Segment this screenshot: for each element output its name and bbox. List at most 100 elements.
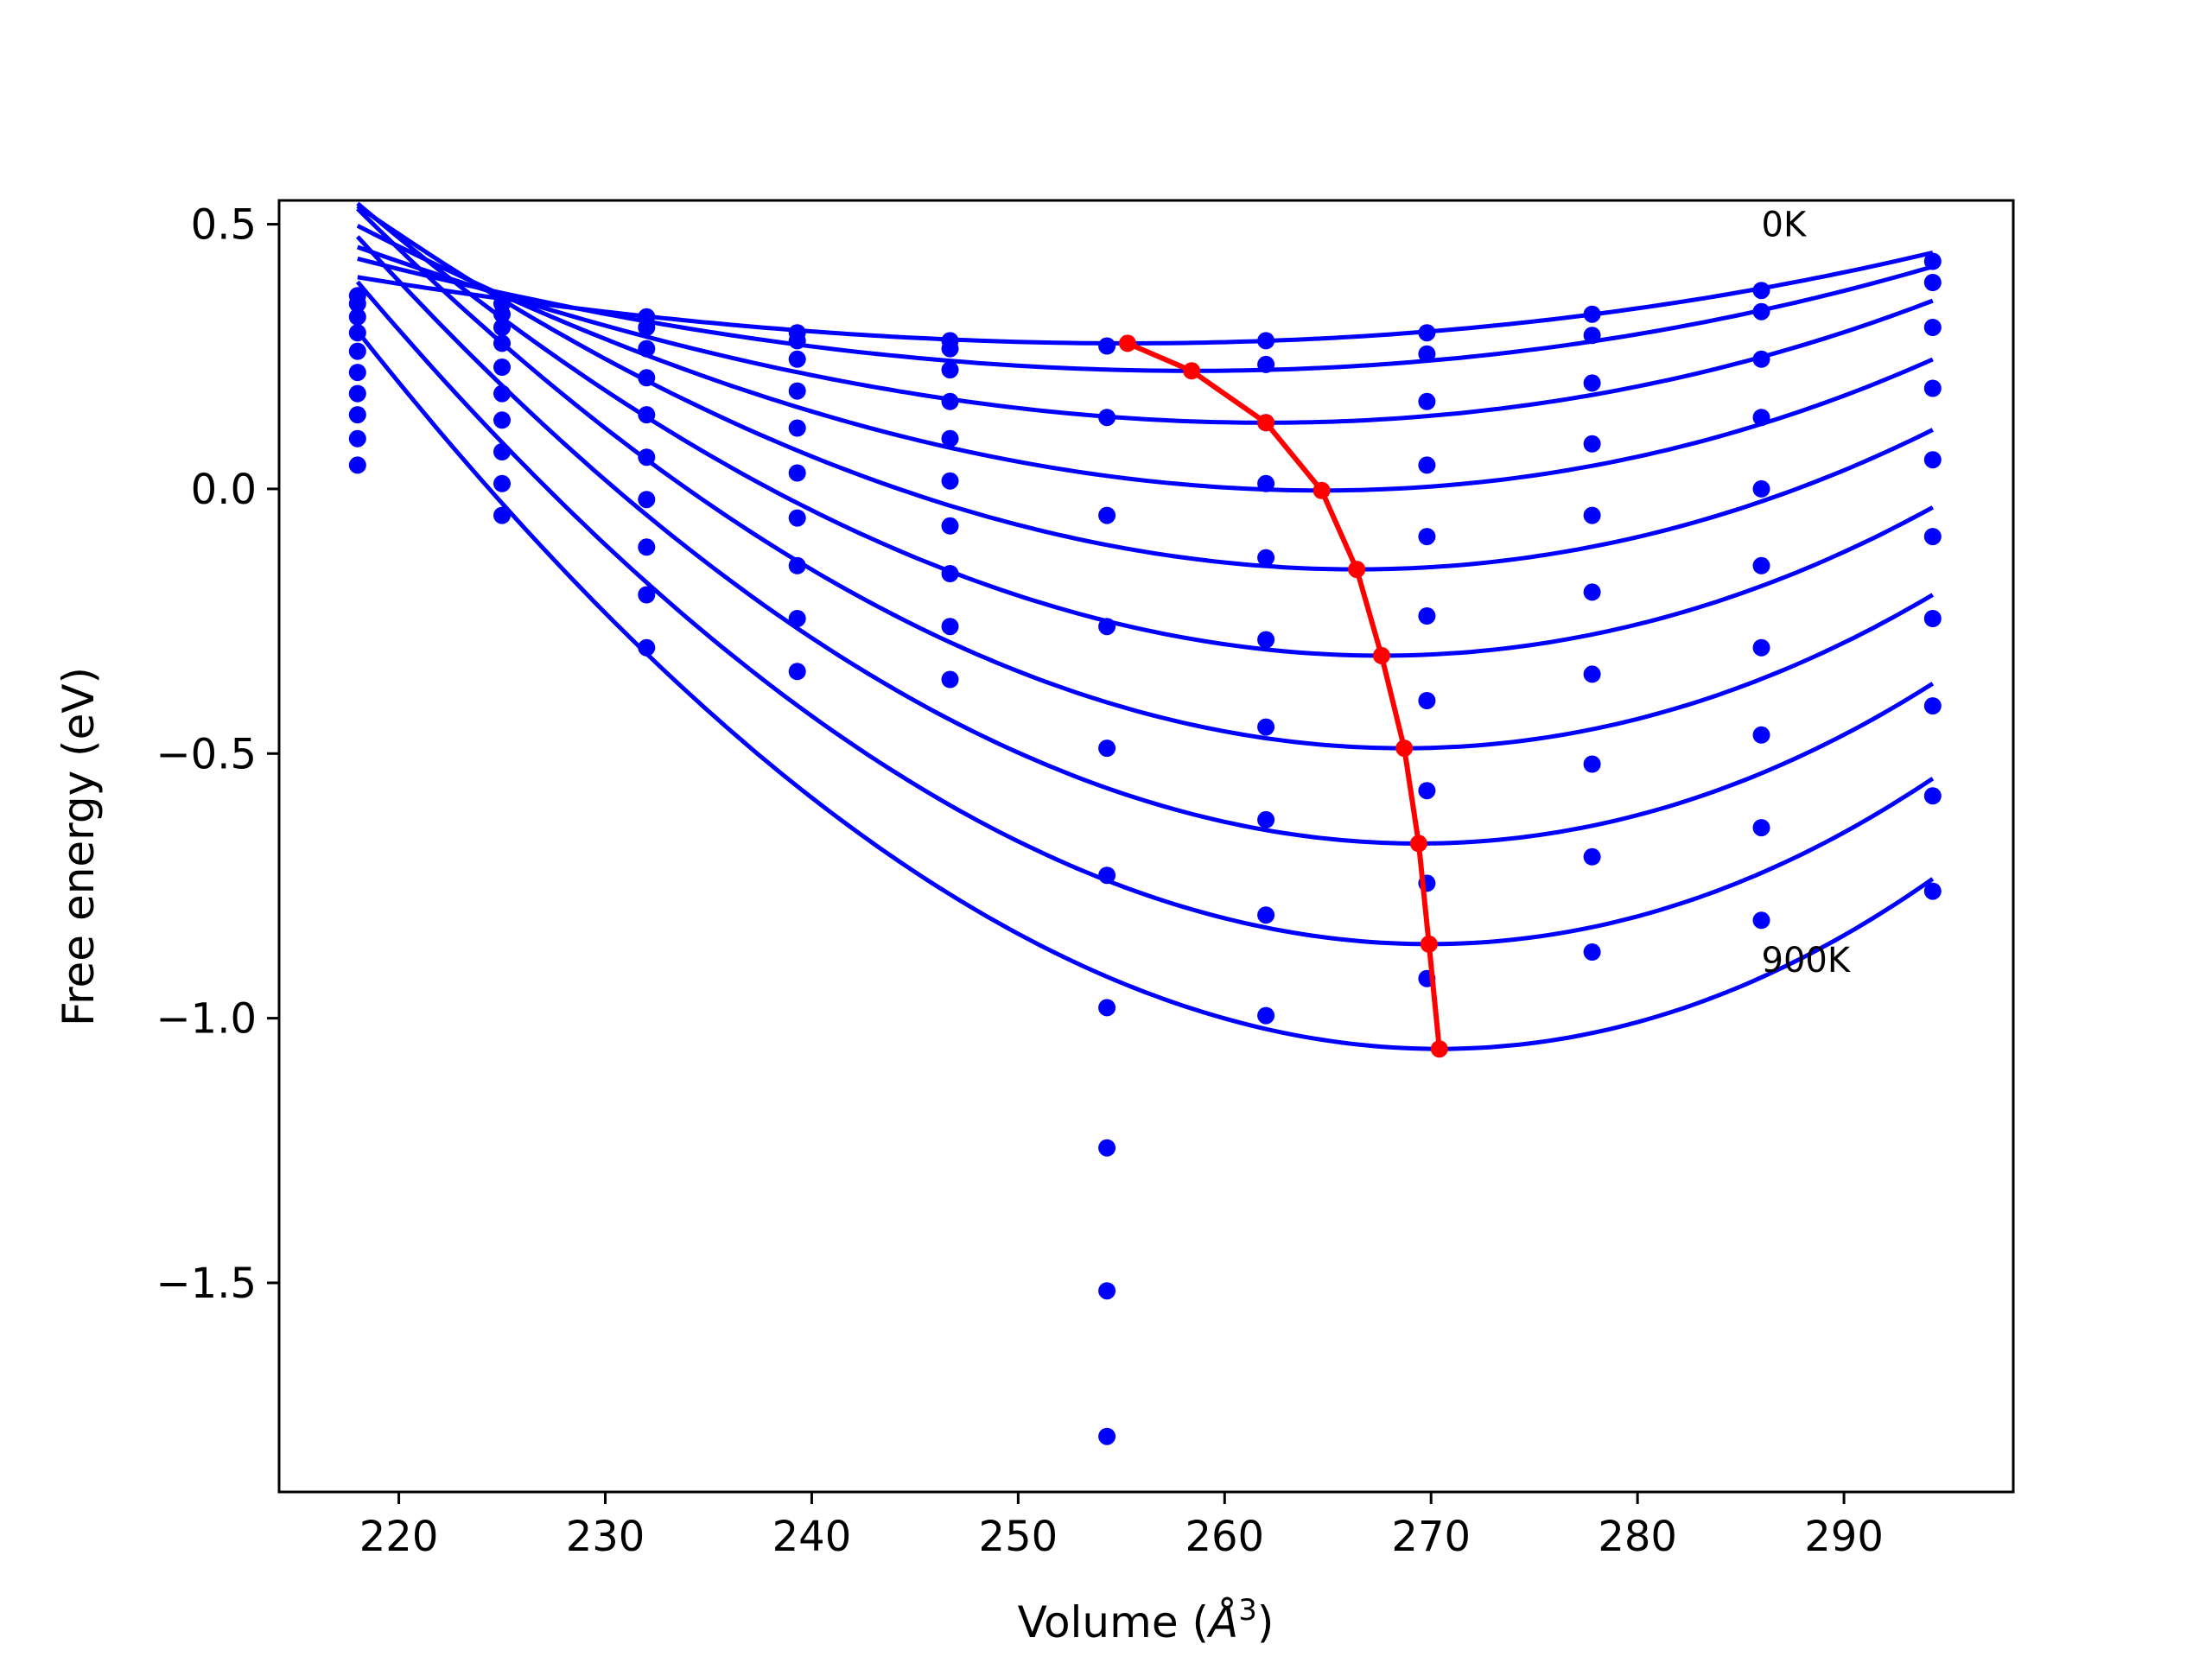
- data-point-0-6: [348, 384, 366, 403]
- data-point-3-4: [788, 419, 806, 437]
- data-point-9-9: [1752, 911, 1770, 930]
- minimum-point-4: [1348, 561, 1366, 579]
- data-point-5-8: [1098, 1282, 1116, 1300]
- data-point-10-6: [1923, 610, 1942, 627]
- data-point-4-1: [941, 340, 959, 358]
- data-point-8-4: [1583, 506, 1601, 524]
- fit-curve-900K: [355, 329, 1935, 1051]
- data-point-7-6: [1418, 692, 1436, 709]
- data-point-6-8: [1257, 906, 1275, 924]
- data-point-6-1: [1257, 355, 1275, 373]
- data-point-5-9: [1098, 1427, 1116, 1445]
- data-point-9-3: [1752, 409, 1770, 427]
- minimum-point-5: [1372, 646, 1390, 664]
- fit-curve-0K: [357, 250, 1934, 346]
- data-point-3-3: [788, 382, 806, 400]
- data-point-5-6: [1098, 999, 1116, 1017]
- data-point-0-4: [348, 342, 366, 360]
- data-point-3-6: [788, 509, 806, 527]
- data-point-10-0: [1923, 252, 1942, 270]
- data-point-2-1: [638, 319, 656, 336]
- fit-curves: [355, 201, 1935, 1051]
- data-point-10-1: [1923, 274, 1942, 291]
- x-tick-label-260: 260: [1185, 1513, 1264, 1561]
- data-point-0-8: [348, 429, 366, 447]
- data-point-9-5: [1752, 556, 1770, 574]
- fit-curve-700K: [355, 235, 1935, 846]
- data-point-5-3: [1098, 618, 1116, 636]
- x-tick-label-250: 250: [979, 1513, 1058, 1561]
- data-point-3-2: [788, 350, 806, 368]
- data-point-7-1: [1418, 345, 1436, 363]
- data-point-8-9: [1583, 943, 1601, 961]
- data-point-8-5: [1583, 583, 1601, 601]
- data-point-5-7: [1098, 1139, 1116, 1157]
- data-point-7-7: [1418, 782, 1436, 800]
- fit-curve-600K: [356, 206, 1935, 751]
- data-point-5-4: [1098, 739, 1116, 758]
- y-tick-label-3: −1.0: [156, 995, 257, 1044]
- data-point-10-7: [1923, 697, 1942, 715]
- data-point-7-3: [1418, 456, 1436, 474]
- fit-curve-400K: [356, 204, 1934, 572]
- data-point-4-2: [941, 361, 959, 379]
- data-point-8-7: [1583, 755, 1601, 773]
- data-point-5-5: [1098, 866, 1116, 885]
- data-point-1-8: [493, 474, 511, 492]
- data-point-2-7: [638, 538, 656, 556]
- data-point-10-3: [1923, 379, 1942, 397]
- data-point-8-1: [1583, 327, 1601, 345]
- data-point-1-2: [493, 319, 511, 336]
- data-point-6-4: [1257, 549, 1275, 567]
- data-point-2-8: [638, 586, 656, 604]
- data-point-0-7: [348, 406, 366, 424]
- data-point-3-9: [788, 663, 806, 681]
- fit-curve-100K: [357, 256, 1934, 373]
- x-axis-label: Volume (Å3): [1018, 1593, 1274, 1647]
- annotation-0K: 0K: [1762, 206, 1808, 245]
- data-point-5-2: [1098, 506, 1116, 524]
- minimum-point-3: [1313, 481, 1331, 499]
- data-point-2-5: [638, 448, 656, 467]
- data-point-6-9: [1257, 1006, 1275, 1025]
- data-point-9-6: [1752, 638, 1770, 657]
- data-point-4-7: [941, 565, 959, 582]
- data-point-1-5: [493, 384, 511, 403]
- y-tick-label-1: 0.0: [191, 466, 257, 514]
- data-point-0-5: [348, 364, 366, 382]
- plot-area-frame: [277, 199, 2015, 1494]
- annotations: 0K 900K: [1762, 206, 1852, 981]
- data-point-9-2: [1752, 350, 1770, 368]
- minimum-point-6: [1395, 739, 1414, 758]
- minimum-point-2: [1257, 414, 1275, 432]
- data-point-8-0: [1583, 305, 1601, 323]
- data-point-5-1: [1098, 409, 1116, 427]
- data-point-10-4: [1923, 451, 1942, 469]
- data-point-9-7: [1752, 726, 1770, 744]
- data-point-7-4: [1418, 528, 1436, 546]
- data-point-7-5: [1418, 607, 1436, 625]
- data-point-9-4: [1752, 479, 1770, 498]
- minimum-point-8: [1420, 935, 1438, 953]
- data-point-1-1: [493, 305, 511, 323]
- data-point-1-7: [493, 443, 511, 460]
- data-point-2-9: [638, 638, 656, 657]
- x-tick-label-290: 290: [1804, 1513, 1884, 1561]
- x-axis-ticks: 220 230 240 250 260 270 280 290: [359, 1492, 1884, 1561]
- data-points: [348, 252, 1942, 1445]
- data-point-4-5: [941, 472, 959, 490]
- data-point-6-6: [1257, 718, 1275, 736]
- data-point-10-8: [1923, 787, 1942, 805]
- data-point-4-3: [941, 392, 959, 410]
- data-point-2-3: [638, 369, 656, 387]
- data-point-0-1: [348, 295, 366, 313]
- data-point-4-8: [941, 618, 959, 636]
- data-point-3-1: [788, 332, 806, 350]
- data-point-2-6: [638, 491, 656, 509]
- fit-curve-800K: [355, 280, 1935, 947]
- x-tick-label-220: 220: [359, 1513, 439, 1561]
- data-point-3-7: [788, 556, 806, 574]
- data-point-10-2: [1923, 319, 1942, 336]
